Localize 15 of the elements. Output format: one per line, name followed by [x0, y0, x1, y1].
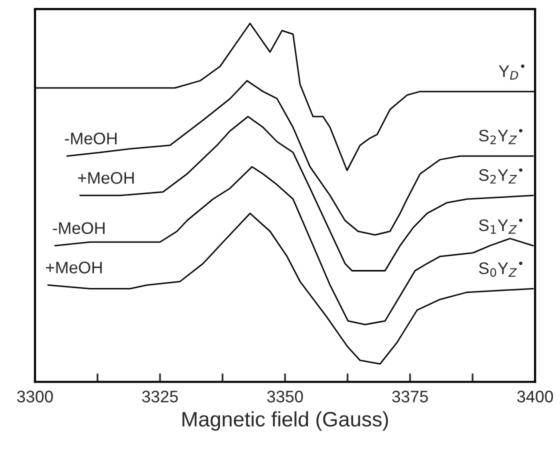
x-tick-label: 3375: [392, 390, 428, 402]
series-label: S$_{2}$Y$_{Z}$$^{•}$: [479, 128, 522, 144]
annotation: -MeOH: [52, 222, 105, 234]
series-label: Y$_{D}$$^{•}$: [498, 64, 524, 80]
series-label: S$_{0}$Y$_{Z}$$^{•}$: [479, 262, 522, 277]
series-label: S$_{2}$Y$_{Z}$$^{•}$: [479, 168, 522, 184]
x-tick-label: 3400: [517, 390, 553, 402]
x-tick-label: 3300: [17, 390, 53, 402]
x-axis-title: Magnetic field (Gauss): [182, 411, 388, 431]
annotation: +MeOH: [78, 172, 134, 184]
x-tick-label: 3325: [142, 390, 178, 402]
x-tick-label: 3350: [267, 390, 303, 402]
annotation: +MeOH: [46, 262, 102, 274]
series-label: S$_{1}$Y$_{Z}$$^{•}$: [479, 218, 522, 234]
annotation: -MeOH: [64, 132, 117, 144]
